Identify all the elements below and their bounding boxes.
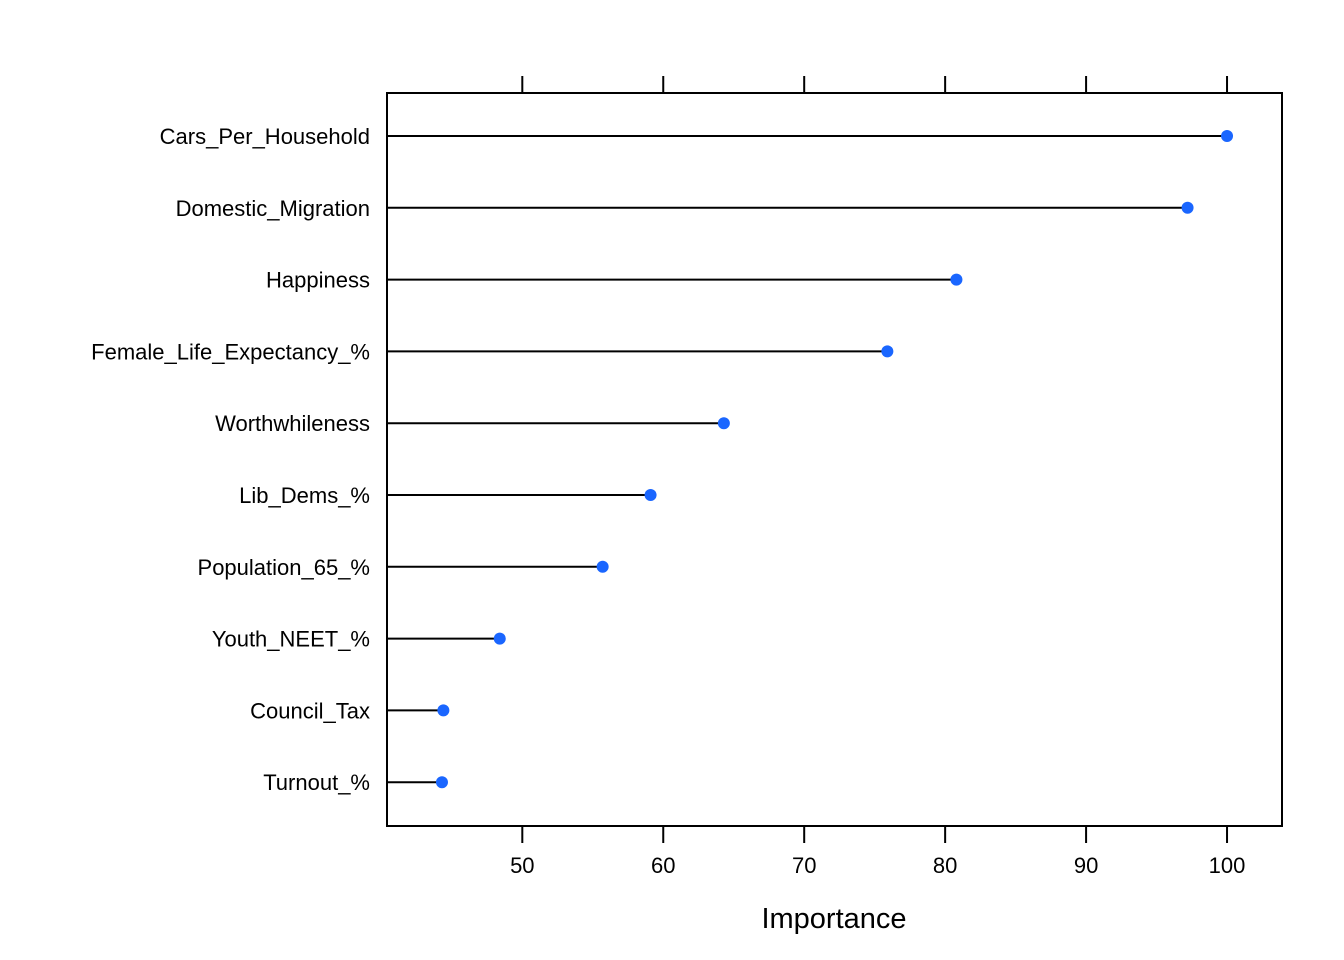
- data-point: [596, 560, 609, 573]
- category-label: Youth_NEET_%: [212, 627, 370, 652]
- data-point: [437, 704, 450, 717]
- category-label: Female_Life_Expectancy_%: [91, 339, 370, 364]
- data-point: [644, 489, 657, 501]
- data-point: [493, 632, 506, 645]
- data-point: [717, 417, 730, 430]
- data-point: [1181, 201, 1194, 214]
- data-point: [950, 273, 963, 286]
- category-labels: Cars_Per_Household Domestic_Migration Happ…: [91, 124, 370, 795]
- data-point: [881, 345, 894, 358]
- bottom-axis: 50 60 70 80 90 100: [510, 826, 1245, 878]
- data-point: [1221, 130, 1234, 142]
- category-label: Happiness: [266, 268, 370, 293]
- x-tick-label: 90: [1074, 853, 1098, 878]
- category-label: Lib_Dems_%: [239, 483, 370, 508]
- category-label: Cars_Per_Household: [160, 124, 370, 149]
- data-point: [435, 776, 448, 789]
- category-label: Population_65_%: [198, 555, 370, 580]
- top-axis-ticks: [521, 76, 1229, 93]
- x-axis-title: Importance: [761, 903, 906, 935]
- category-label: Worthwhileness: [215, 411, 370, 436]
- lollipop-stems: [387, 135, 1228, 784]
- plot-frame: [386, 92, 1283, 827]
- x-tick-label: 100: [1209, 853, 1246, 878]
- x-tick-label: 70: [792, 853, 816, 878]
- x-tick-label: 80: [933, 853, 957, 878]
- category-label: Council_Tax: [250, 698, 370, 723]
- data-points: [435, 130, 1234, 789]
- x-tick-label: 50: [510, 853, 534, 878]
- x-tick-label: 60: [651, 853, 675, 878]
- category-label: Turnout_%: [263, 770, 370, 795]
- category-label: Domestic_Migration: [176, 196, 370, 221]
